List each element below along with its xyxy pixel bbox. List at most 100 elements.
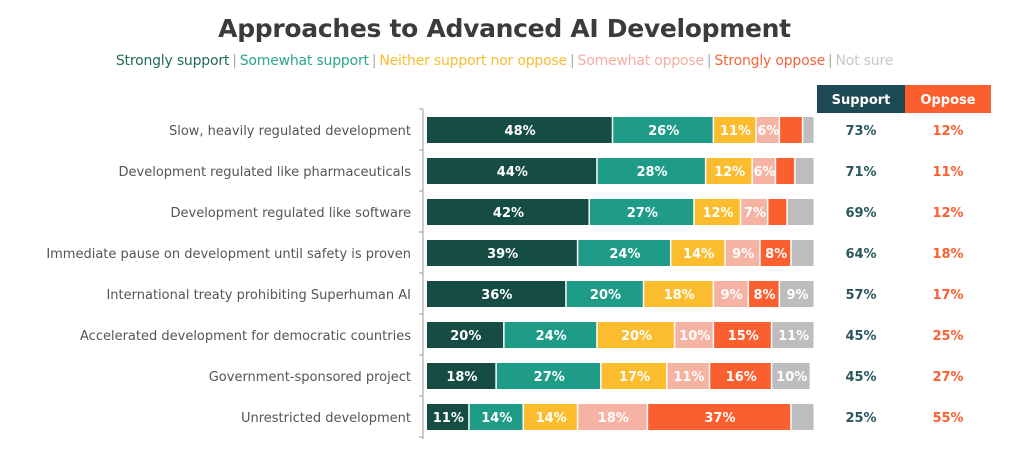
bar-segment: [776, 158, 795, 184]
bar-segment: [427, 117, 612, 143]
data-label: 9%: [787, 288, 809, 303]
bar-segment: [589, 199, 694, 225]
data-label: 16%: [726, 370, 757, 385]
legend-item: Strongly oppose: [714, 53, 825, 69]
bar-segment: [524, 404, 577, 430]
data-label: 24%: [609, 247, 640, 262]
data-label: 11%: [433, 411, 464, 426]
data-label: 15%: [728, 329, 759, 344]
support-value: 25%: [845, 411, 876, 426]
bar-segment: [795, 158, 814, 184]
data-label: 17%: [619, 370, 650, 385]
bar-segment: [601, 363, 667, 389]
bar-segment: [578, 240, 670, 266]
data-label: 39%: [487, 247, 518, 262]
support-value: 45%: [845, 370, 876, 385]
oppose-value: 12%: [932, 206, 963, 221]
support-value: 57%: [845, 288, 876, 303]
chart-title: Approaches to Advanced AI Development: [218, 14, 791, 43]
category-label: Development regulated like software: [171, 206, 412, 221]
data-label: 18%: [598, 411, 629, 426]
bar-segment: [427, 404, 469, 430]
data-label: 12%: [702, 206, 733, 221]
oppose-value: 11%: [932, 165, 963, 180]
data-label: 10%: [679, 329, 710, 344]
legend-item: Neither support nor oppose: [379, 53, 567, 69]
data-label: 18%: [664, 288, 695, 303]
data-label: 20%: [621, 329, 652, 344]
category-label: International treaty prohibiting Superhu…: [106, 288, 411, 303]
bar-segment: [772, 363, 810, 389]
bar-segment: [427, 199, 589, 225]
bar-segment: [694, 199, 740, 225]
data-label: 18%: [446, 370, 477, 385]
bar-segment: [578, 404, 647, 430]
data-label: 6%: [754, 165, 776, 180]
bar-segment: [427, 281, 566, 307]
bar-segment: [675, 322, 713, 348]
oppose-value: 17%: [932, 288, 963, 303]
legend-separator: |: [706, 53, 712, 69]
bar-segment: [427, 158, 597, 184]
support-value: 71%: [845, 165, 876, 180]
data-label: 12%: [714, 165, 745, 180]
bar-segment: [597, 322, 674, 348]
data-label: 6%: [757, 124, 779, 139]
category-label: Development regulated like pharmaceutica…: [119, 165, 412, 180]
bar-segment: [772, 322, 814, 348]
oppose-value: 55%: [932, 411, 963, 426]
summary-header-label: Support: [832, 93, 891, 108]
data-label: 10%: [776, 370, 807, 385]
bar-segment: [710, 363, 771, 389]
bar-segment: [667, 363, 709, 389]
data-label: 11%: [778, 329, 809, 344]
category-label: Slow, heavily regulated development: [169, 124, 411, 139]
bar-segment: [791, 240, 814, 266]
bar-segment: [496, 363, 601, 389]
data-label: 9%: [721, 288, 743, 303]
data-label: 8%: [765, 247, 787, 262]
legend: Strongly support | Somewhat support | Neithe…: [0, 53, 1009, 69]
support-value: 64%: [845, 247, 876, 262]
bar-segment: [671, 240, 725, 266]
data-label: 44%: [497, 165, 528, 180]
data-label: 7%: [744, 206, 766, 221]
bar-segment: [427, 363, 496, 389]
bar-segment: [803, 117, 814, 143]
legend-separator: |: [828, 53, 833, 69]
support-value: 69%: [845, 206, 876, 221]
bar-segment: [597, 158, 705, 184]
category-label: Immediate pause on development until saf…: [46, 247, 411, 262]
data-label: 20%: [450, 329, 481, 344]
bar-segment: [780, 281, 814, 307]
legend-item: Strongly support: [115, 53, 230, 69]
category-label: Unrestricted development: [241, 411, 411, 426]
data-label: 37%: [704, 411, 735, 426]
bar-segment: [787, 199, 814, 225]
data-label: 24%: [536, 329, 567, 344]
bar-segment: [760, 240, 791, 266]
bar-segment: [714, 281, 748, 307]
bar-segment: [725, 240, 760, 266]
legend-separator: |: [232, 53, 237, 69]
bar-segment: [427, 322, 504, 348]
bar-segment: [714, 117, 756, 143]
data-label: 20%: [590, 288, 621, 303]
data-label: 48%: [505, 124, 536, 139]
bar-segment: [648, 404, 791, 430]
summary-header-bg: [817, 85, 905, 113]
bar-segment: [752, 158, 775, 184]
summary-header-bg: [905, 85, 991, 113]
data-label: 14%: [536, 411, 567, 426]
summary-header-label: Oppose: [920, 93, 975, 108]
data-label: 28%: [636, 165, 667, 180]
oppose-value: 27%: [932, 370, 963, 385]
data-label: 27%: [627, 206, 658, 221]
data-label: 9%: [732, 247, 754, 262]
bar-segment: [780, 117, 802, 143]
bar-segment: [427, 240, 577, 266]
category-label: Government-sponsored project: [209, 370, 411, 385]
oppose-value: 25%: [932, 329, 963, 344]
bar-segment: [756, 117, 779, 143]
